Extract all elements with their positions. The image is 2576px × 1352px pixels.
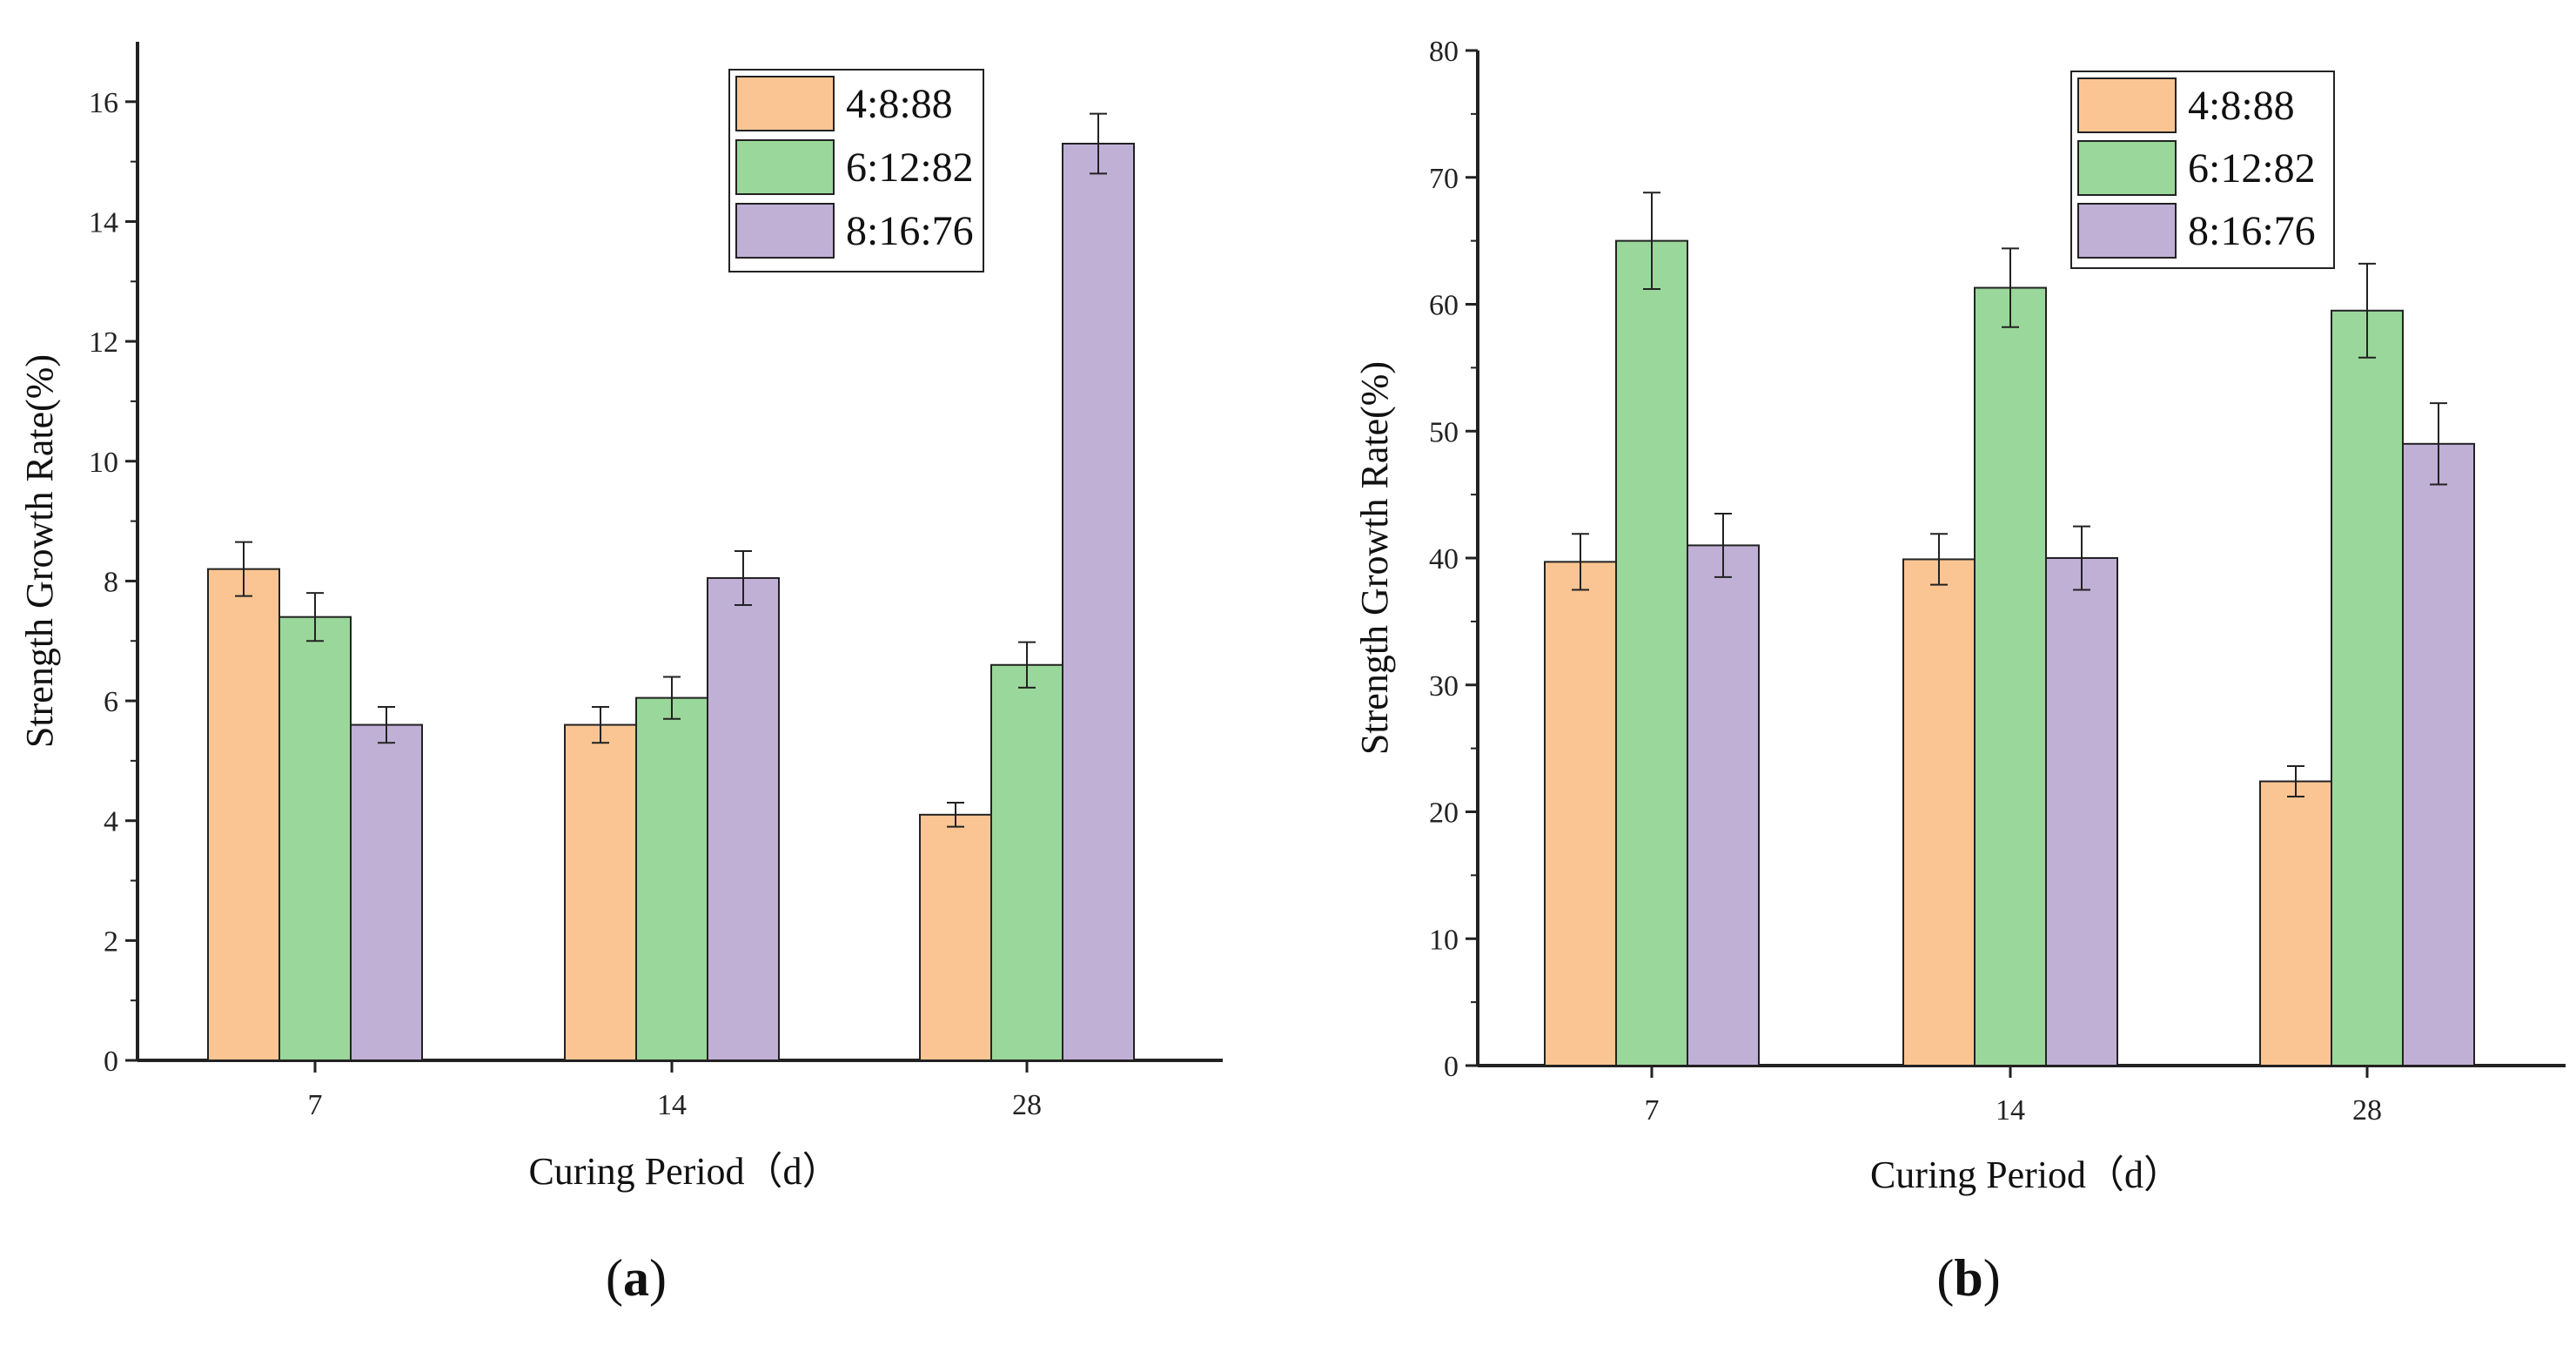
error-bar-8-16-76-28 xyxy=(2430,402,2447,486)
chart-panel-a: 0 2 4 6 8 10 12 14 16 7 14 28 Strength Growth Rate(%… xyxy=(18,42,1223,1307)
y-axis-title: Strength Growth Rate(%) xyxy=(18,354,61,748)
y-tick-label: 30 xyxy=(1429,670,1459,703)
error-bar-4-8-88-7 xyxy=(235,541,252,597)
bar-8-16-76-28 xyxy=(1062,143,1135,1061)
bar-4-8-88-28 xyxy=(2259,780,2332,1067)
error-bar-8-16-76-14 xyxy=(735,550,752,606)
error-bar-4-8-88-14 xyxy=(1930,533,1948,586)
bar-6-12-82-14 xyxy=(1974,286,2047,1066)
x-tick-label: 28 xyxy=(1012,1089,1042,1121)
bar-6-12-82-7 xyxy=(278,615,352,1061)
caption-paren-open: ( xyxy=(1936,1249,1954,1307)
error-bar-6-12-82-14 xyxy=(2002,247,2019,328)
bar-4-8-88-7 xyxy=(207,568,280,1061)
legend-swatch xyxy=(735,139,835,195)
bar-4-8-88-14 xyxy=(564,723,637,1062)
panel-caption: (a) xyxy=(606,1249,667,1307)
bar-6-12-82-28 xyxy=(2331,309,2404,1067)
caption-paren-close: ) xyxy=(649,1249,667,1307)
y-tick-label: 8 xyxy=(104,566,118,598)
bar-4-8-88-28 xyxy=(919,813,992,1062)
bar-6-12-82-28 xyxy=(990,663,1063,1061)
caption-paren-close: ) xyxy=(1983,1249,2001,1307)
x-axis-title: Curing Period（d） xyxy=(528,1150,840,1193)
legend-label: 4:8:88 xyxy=(846,81,953,127)
bar-8-16-76-7 xyxy=(350,723,423,1062)
error-bar-4-8-88-14 xyxy=(592,705,609,744)
y-tick-label: 10 xyxy=(1429,924,1459,956)
error-bar-4-8-88-28 xyxy=(2287,765,2304,798)
chart-panel-b: 0 10 20 30 40 50 60 70 80 7 14 28 Strength Growth Ra… xyxy=(1353,36,2566,1307)
legend-label: 8:16:76 xyxy=(846,208,974,254)
x-tick-label: 14 xyxy=(657,1089,687,1121)
bar-8-16-76-7 xyxy=(1687,544,1760,1066)
panel-caption: (b) xyxy=(1936,1249,2000,1307)
legend-swatch xyxy=(735,76,835,131)
x-tick-label: 7 xyxy=(308,1089,323,1121)
legend: 4:8:88 6:12:82 8:16:76 xyxy=(728,69,984,272)
y-tick-label: 70 xyxy=(1429,163,1459,195)
legend-swatch xyxy=(2077,203,2177,259)
y-axis-title: Strength Growth Rate(%) xyxy=(1353,361,1396,755)
legend: 4:8:88 6:12:82 8:16:76 xyxy=(2070,71,2335,269)
bar-8-16-76-14 xyxy=(2045,557,2118,1066)
y-tick-label: 10 xyxy=(89,447,118,479)
legend-label: 6:12:82 xyxy=(846,145,974,191)
error-bar-8-16-76-7 xyxy=(1714,512,1732,578)
legend-swatch xyxy=(2077,140,2177,196)
error-bar-8-16-76-28 xyxy=(1090,112,1107,175)
y-tick-label: 0 xyxy=(1444,1051,1459,1083)
error-bar-6-12-82-28 xyxy=(1018,641,1036,689)
y-tick-label: 14 xyxy=(89,206,118,239)
bar-4-8-88-7 xyxy=(1544,561,1617,1066)
caption-paren-open: ( xyxy=(606,1249,623,1307)
x-axis-title: Curing Period（d） xyxy=(1870,1154,2182,1196)
y-tick-label: 80 xyxy=(1429,36,1459,68)
caption-letter: a xyxy=(623,1249,649,1307)
y-tick-label: 2 xyxy=(104,925,118,958)
bar-8-16-76-28 xyxy=(2402,442,2475,1066)
error-bar-4-8-88-28 xyxy=(947,802,964,828)
y-tick-label: 20 xyxy=(1429,797,1459,830)
bar-8-16-76-14 xyxy=(707,576,780,1061)
legend-label: 8:16:76 xyxy=(2188,208,2316,254)
legend-label: 6:12:82 xyxy=(2188,145,2316,192)
error-bar-4-8-88-7 xyxy=(1572,533,1589,591)
error-bar-8-16-76-14 xyxy=(2073,525,2090,591)
y-tick-label: 0 xyxy=(104,1046,118,1078)
error-bar-6-12-82-28 xyxy=(2358,262,2376,359)
error-bar-6-12-82-7 xyxy=(306,592,324,642)
x-tick-label: 28 xyxy=(2352,1094,2382,1127)
legend-label: 4:8:88 xyxy=(2188,83,2295,129)
bar-6-12-82-7 xyxy=(1615,239,1688,1066)
y-tick-label: 40 xyxy=(1429,543,1459,575)
error-bar-8-16-76-7 xyxy=(378,705,395,744)
y-tick-label: 16 xyxy=(89,87,118,119)
x-tick-label: 14 xyxy=(1996,1094,2025,1127)
error-bar-6-12-82-7 xyxy=(1643,192,1660,291)
legend-swatch xyxy=(2077,77,2177,133)
bar-4-8-88-14 xyxy=(1902,558,1976,1066)
y-tick-label: 50 xyxy=(1429,416,1459,448)
caption-letter: b xyxy=(1954,1249,1982,1307)
y-tick-label: 60 xyxy=(1429,290,1459,322)
y-tick-label: 12 xyxy=(89,326,118,359)
x-tick-label: 7 xyxy=(1645,1094,1660,1127)
error-bar-6-12-82-14 xyxy=(663,676,681,720)
bar-6-12-82-14 xyxy=(635,696,708,1062)
legend-swatch xyxy=(735,203,835,259)
y-tick-label: 6 xyxy=(104,686,118,718)
y-tick-label: 4 xyxy=(104,806,118,838)
